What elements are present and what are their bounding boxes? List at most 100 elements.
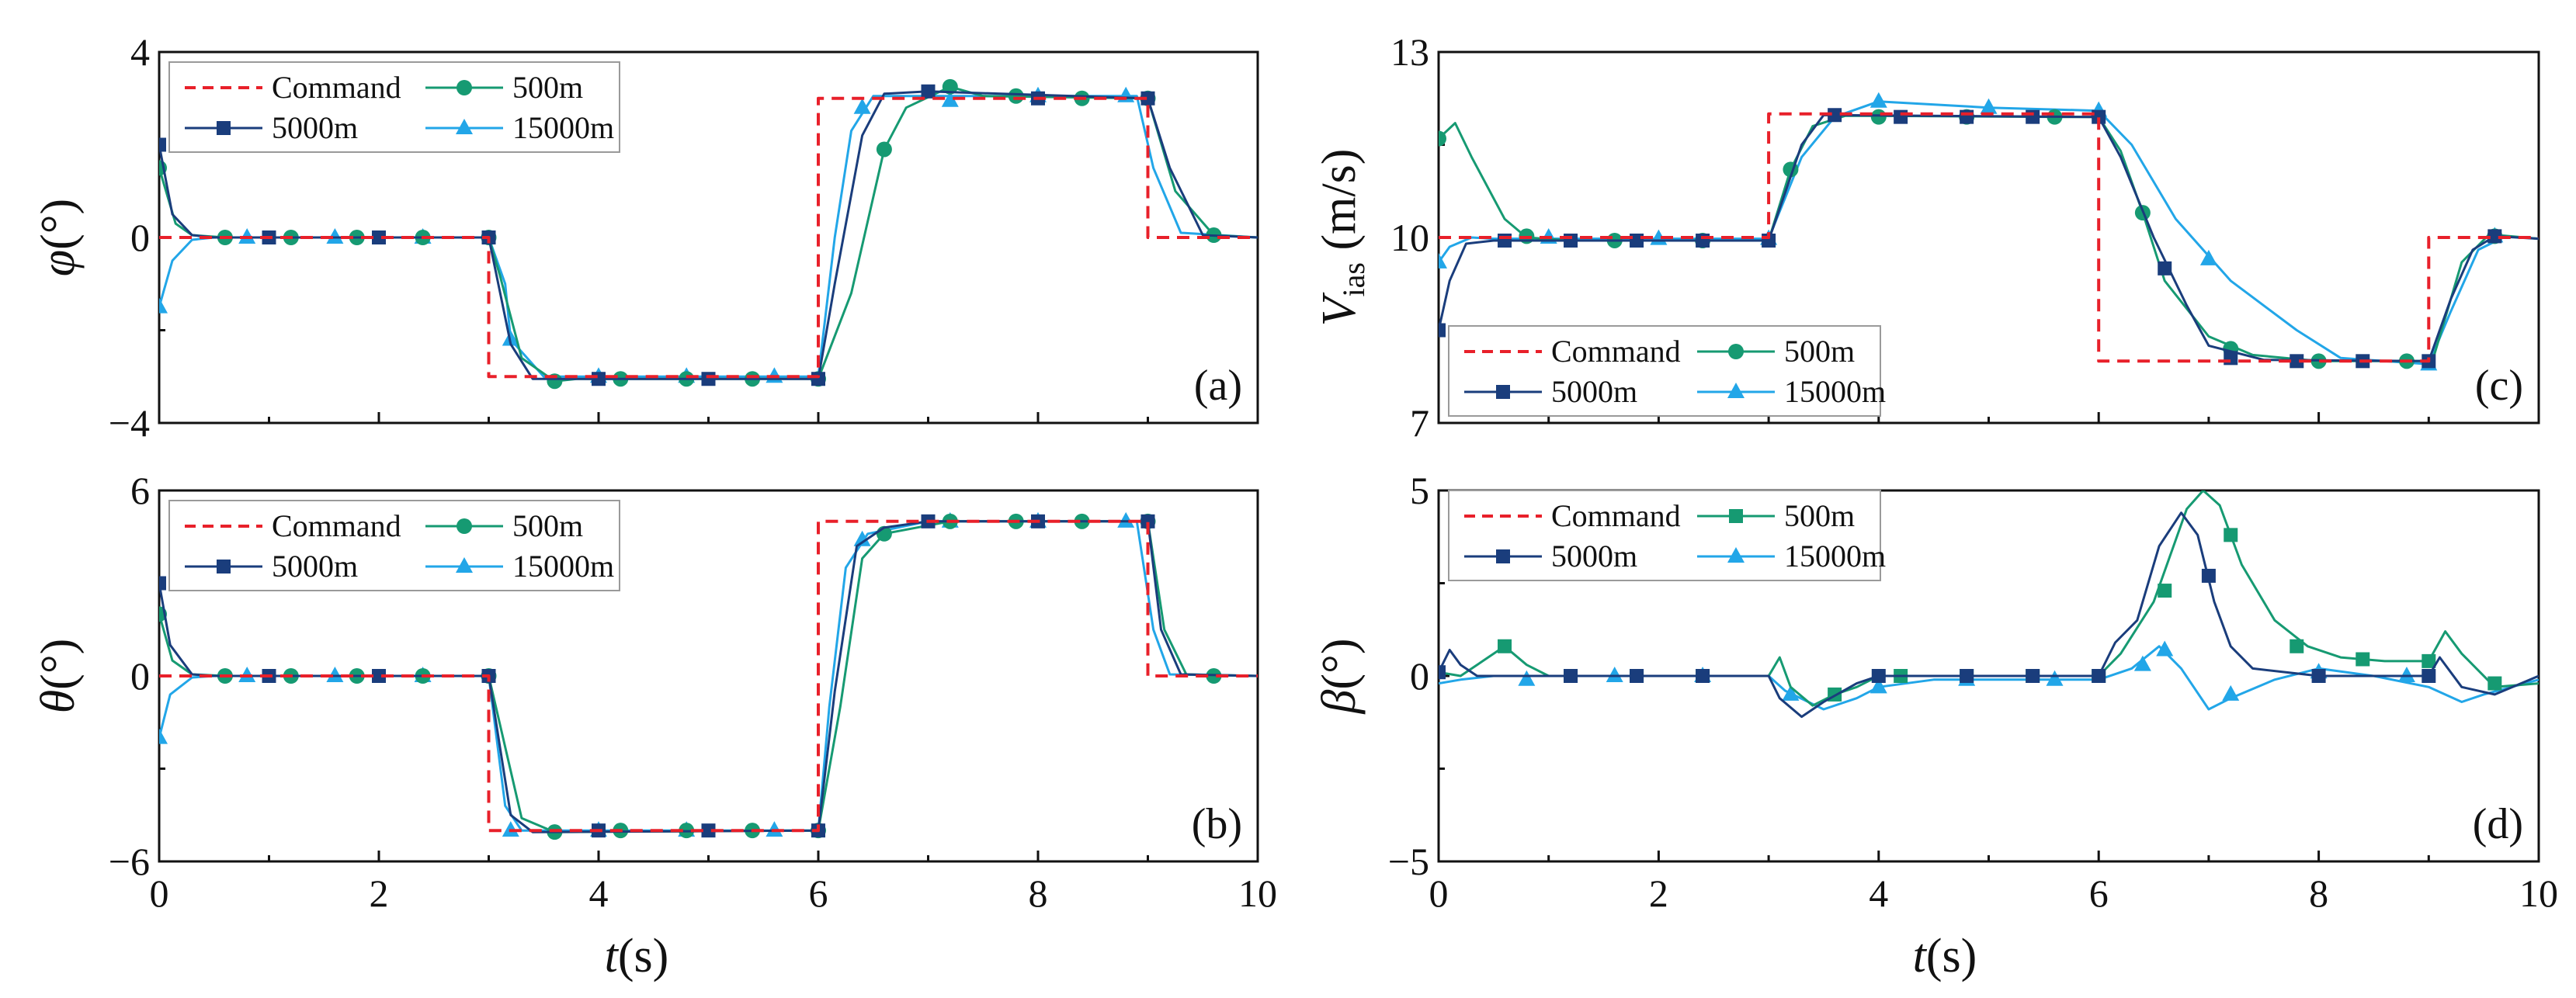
data-point-s5000 [1439,665,1446,680]
x-axis-title-right: t(s) [1913,930,1977,982]
y-axis-title: β(°) [1313,639,1366,715]
data-point-s15000 [1782,684,1800,701]
data-point-s5000 [1828,108,1842,123]
plot-area [159,511,1258,840]
data-point-s5000 [2201,568,2216,583]
y-tick-label: −6 [109,840,150,883]
data-point-s500 [1498,639,1512,653]
x-tick-label: 4 [589,872,609,915]
data-point-s5000 [2092,109,2106,124]
legend-box [1448,490,1881,581]
plot-area [159,78,1258,390]
x-tick-label: 8 [1029,872,1048,915]
data-point-s5000 [159,576,166,591]
data-point-s500 [1439,130,1446,147]
x-tick-label: 8 [2309,872,2328,915]
x-tick-label: 2 [370,872,389,915]
y-axis-title-symbol: φ [32,250,85,276]
y-axis-title-unit: (m/s) [1313,149,1366,262]
legend-label-s5000: 5000m [272,110,358,145]
series-line-s15000 [1439,645,2539,711]
data-point-s15000 [2046,670,2064,686]
data-point-s5000 [1140,514,1155,528]
y-tick-label: 10 [1390,216,1429,259]
x-tick-label: 10 [2519,872,2558,915]
data-point-s500 [2356,652,2370,667]
legend-marker-s15000 [456,119,473,134]
y-axis-title-subscript: ias [1336,262,1371,296]
legend-label-s15000: 15000m [512,549,614,584]
legend-label-s15000: 15000m [1784,539,1886,574]
x-tick-label: 2 [1649,872,1668,915]
panel-label: (d) [2473,800,2523,848]
y-tick-label: 5 [1410,469,1429,512]
x-axis-title-symbol: t [1913,930,1928,982]
series-line-s500 [1439,490,2539,707]
data-point-s5000 [701,372,716,386]
y-tick-label: 0 [1410,654,1429,698]
legend-marker-s500 [1728,344,1744,359]
data-point-s15000 [502,821,519,837]
legend-box [168,500,620,591]
data-point-s15000 [1870,92,1887,108]
chart-panel-c-airspeed: 7 10 13 Vias (m/s) (c) Command 500m 5000m 15000m [1313,30,2540,445]
legend-label-command: Command [272,508,401,543]
legend-box [168,61,620,153]
data-point-s5000 [1960,669,1974,683]
data-point-s15000 [326,667,344,682]
legend-marker-s500 [1729,509,1743,523]
data-point-s15000 [159,728,168,744]
y-axis-title-unit: (°) [1313,639,1366,690]
panel-label: (c) [2475,362,2523,410]
legend-label-s500: 500m [1784,498,1855,533]
x-axis-title-unit: (s) [618,930,668,982]
legend: Command 500m 5000m 15000m [1448,490,1886,581]
series-line-s15000 [1439,100,2539,366]
data-point-s500 [1870,109,1887,125]
data-point-s5000 [159,137,166,152]
series-line-command [159,96,1258,379]
legend-marker-s15000 [1727,383,1745,398]
data-point-s5000 [2026,109,2040,124]
data-point-s500 [2158,584,2172,598]
data-point-s5000 [2311,669,2326,683]
data-point-s500 [942,78,958,95]
data-point-s5000 [1564,233,1578,248]
x-tick-label: 0 [1429,872,1449,915]
data-point-s5000 [2158,261,2172,275]
data-point-s5000 [811,372,825,386]
data-point-s5000 [372,230,386,244]
legend-label-s15000: 15000m [1784,374,1886,409]
legend-label-s5000: 5000m [1551,374,1637,409]
data-point-s5000 [2422,669,2436,683]
data-point-s15000 [2199,249,2217,265]
data-point-s5000 [1140,91,1155,106]
legend-label-s5000: 5000m [1551,539,1637,574]
y-axis-title-symbol: V [1313,292,1366,326]
data-point-s15000 [853,98,871,114]
series-line-command [159,519,1258,833]
legend-marker-s5000 [217,560,231,574]
panel-label: (b) [1192,800,1242,848]
data-point-s15000 [766,821,783,837]
chart-panel-a-roll-angle: −4 0 4 φ(°) (a) Command 500m 5000m 15000m [32,30,1259,445]
data-point-s15000 [766,367,783,383]
legend-label-command: Command [1551,498,1681,533]
panel-label: (a) [1194,362,1242,410]
legend-marker-s15000 [456,557,473,573]
x-tick-label: 6 [2089,872,2109,915]
legend-label-s500: 500m [512,70,583,105]
x-tick-label: 4 [1869,872,1888,915]
data-point-s500 [2224,528,2238,542]
data-point-s5000 [2092,669,2106,683]
data-point-s15000 [1870,677,1887,694]
data-point-s500 [1008,88,1024,104]
legend-marker-s15000 [1727,547,1745,563]
data-point-s500 [2422,653,2436,668]
data-point-s15000 [502,330,519,346]
data-point-s15000 [853,530,871,546]
x-tick-label: 6 [809,872,828,915]
data-point-s5000 [701,823,716,838]
